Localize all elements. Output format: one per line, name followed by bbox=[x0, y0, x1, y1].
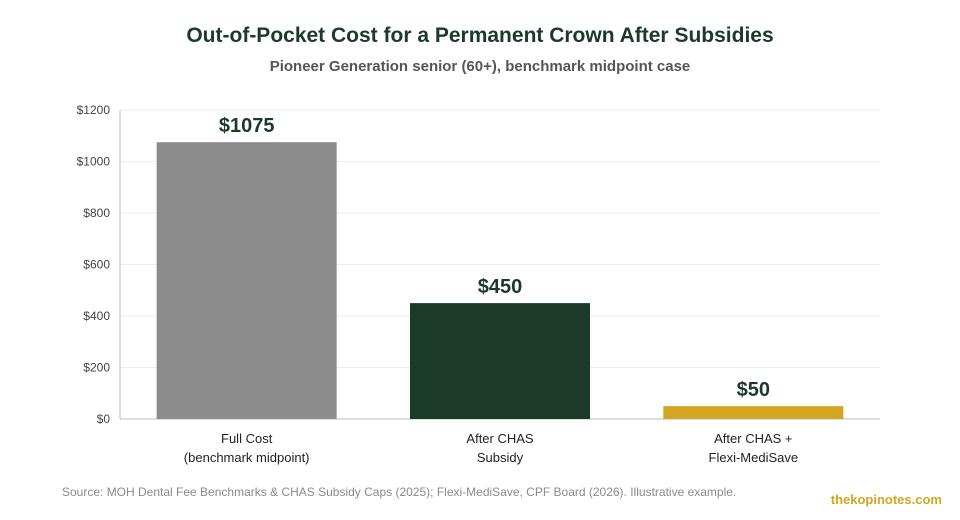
x-tick-label: Subsidy bbox=[477, 450, 524, 465]
x-tick-label: Full Cost bbox=[221, 431, 273, 446]
y-tick-label: $1200 bbox=[77, 103, 111, 117]
brand-watermark: thekopinotes.com bbox=[830, 492, 942, 507]
y-tick-label: $600 bbox=[83, 258, 110, 272]
labels: $1075 Full Cost (benchmark midpoint) $450 Af… bbox=[184, 115, 798, 465]
x-tick-label: Flexi-MediSave bbox=[709, 450, 799, 465]
x-tick-label: After CHAS bbox=[466, 431, 534, 446]
bar bbox=[156, 142, 337, 419]
x-tick-label: (benchmark midpoint) bbox=[184, 450, 310, 465]
y-tick-label: $800 bbox=[83, 206, 110, 220]
source-note: Source: MOH Dental Fee Benchmarks & CHAS… bbox=[62, 485, 737, 499]
y-tick-label: $0 bbox=[97, 412, 111, 426]
y-tick-label: $200 bbox=[83, 361, 110, 375]
y-tick-label: $400 bbox=[83, 309, 110, 323]
y-tick-label: $1000 bbox=[77, 155, 111, 169]
data-label: $450 bbox=[478, 276, 523, 298]
x-tick-label: After CHAS + bbox=[714, 431, 792, 446]
chart-title: Out-of-Pocket Cost for a Permanent Crown… bbox=[186, 24, 774, 47]
bars bbox=[156, 142, 844, 419]
bar bbox=[663, 406, 844, 419]
chart-subtitle: Pioneer Generation senior (60+), benchma… bbox=[269, 58, 691, 75]
bar bbox=[410, 303, 590, 419]
data-label: $1075 bbox=[219, 115, 275, 137]
data-label: $50 bbox=[737, 379, 770, 401]
